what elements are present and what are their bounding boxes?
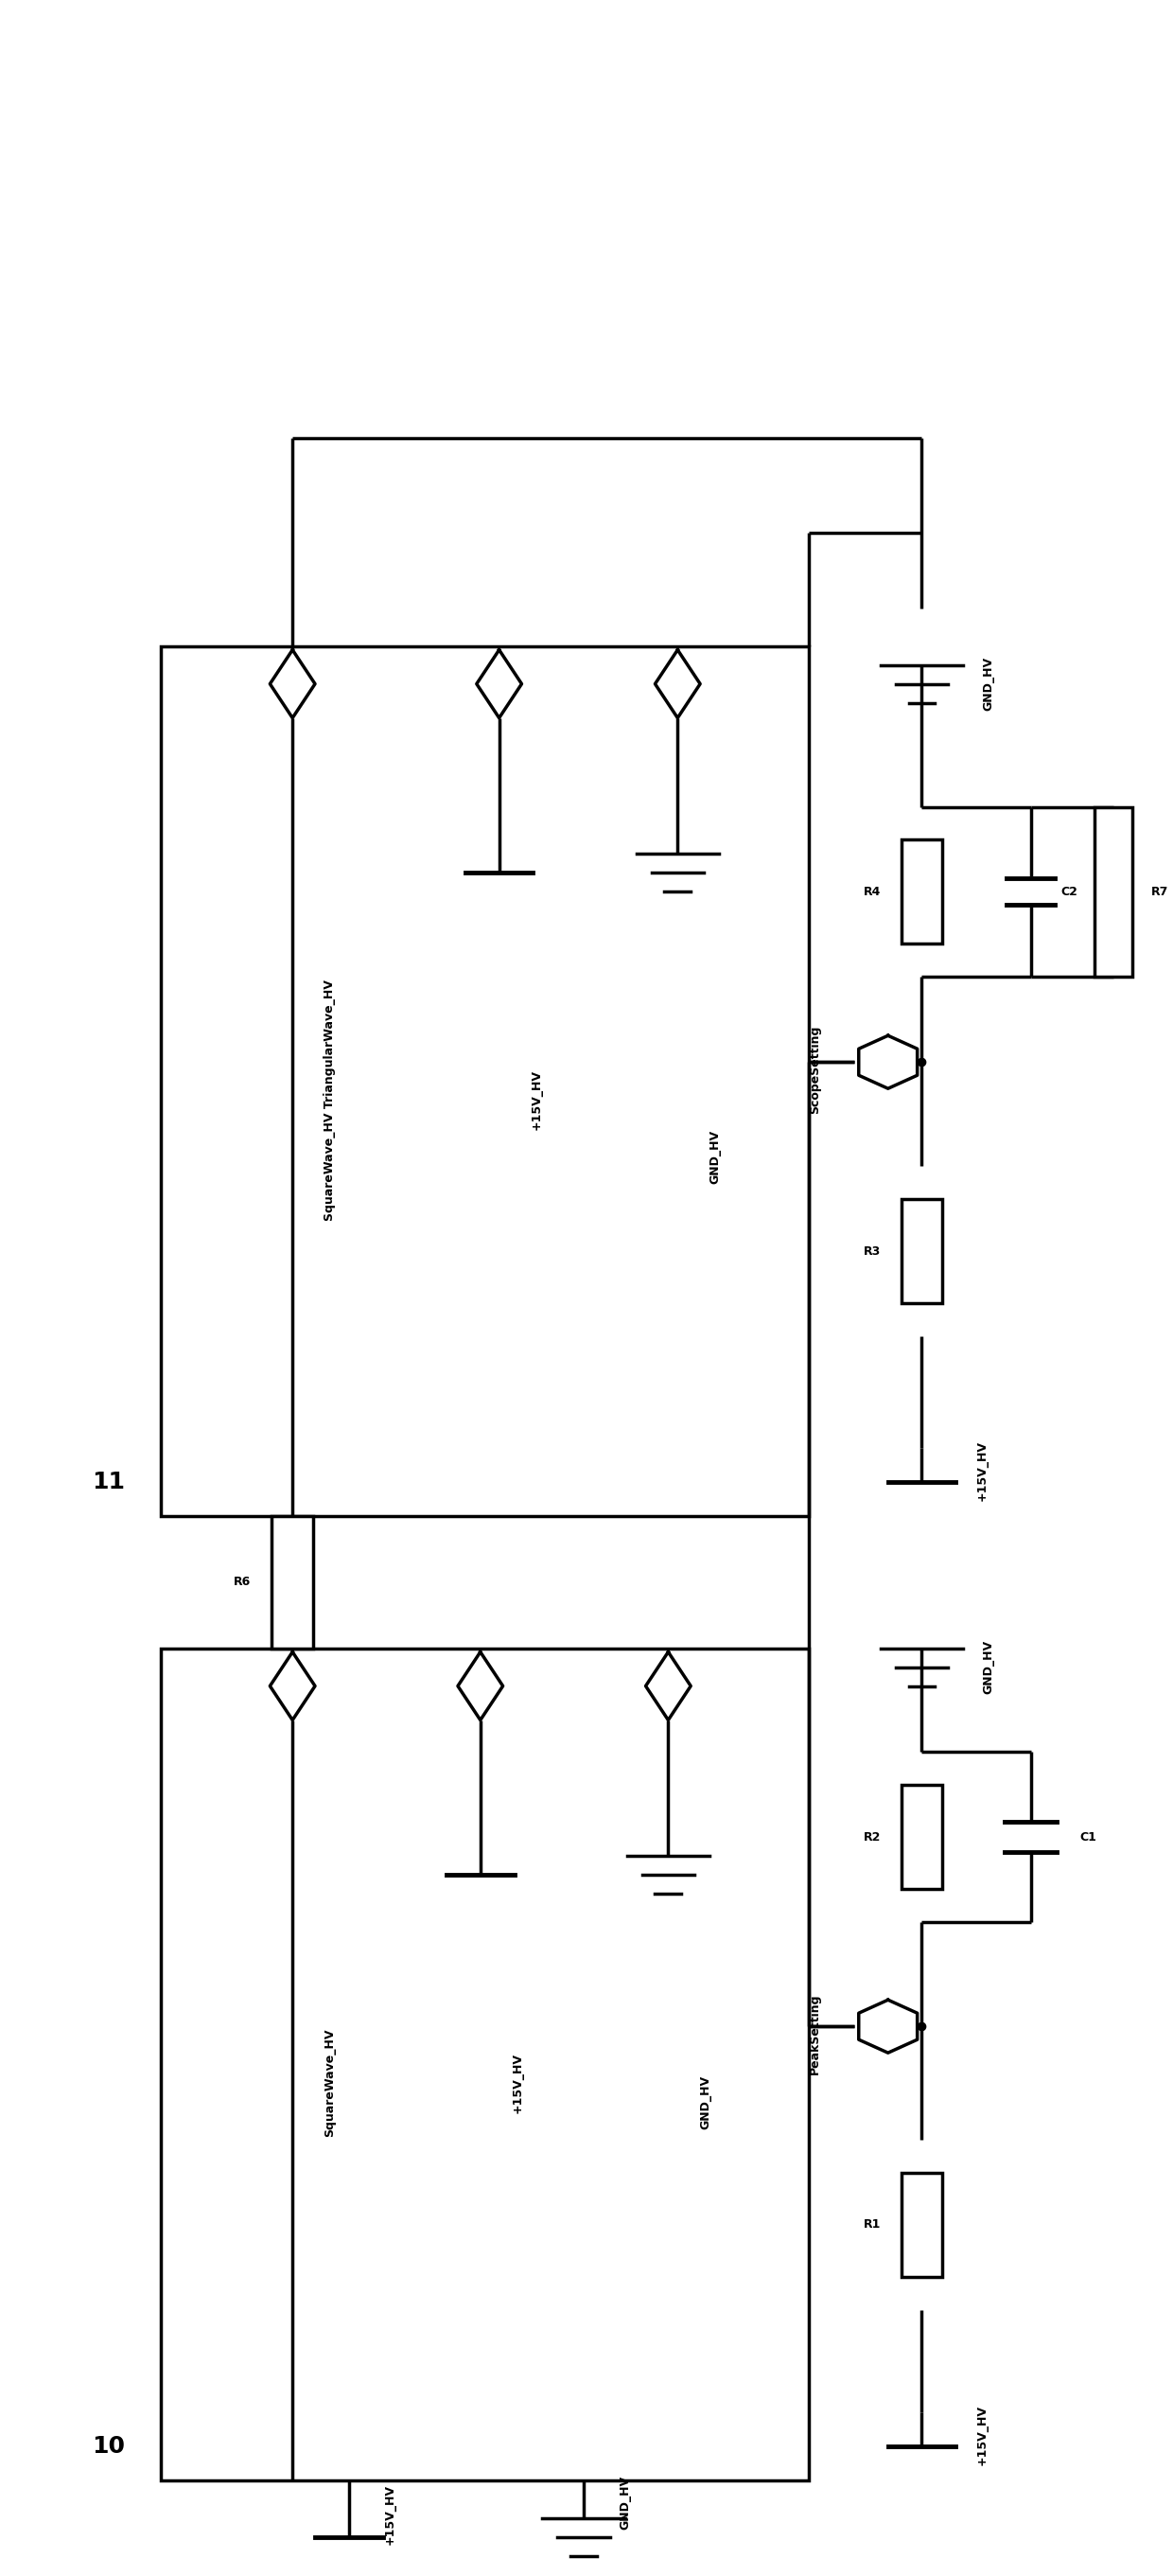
Text: R2: R2	[863, 1832, 881, 1844]
Text: SquareWave_HV TriangularWave_HV: SquareWave_HV TriangularWave_HV	[324, 979, 337, 1221]
Text: ScopeSetting: ScopeSetting	[809, 1025, 821, 1113]
Text: PeakSetting: PeakSetting	[809, 1994, 821, 2074]
Text: C2: C2	[1060, 886, 1078, 899]
Text: R1: R1	[863, 2218, 881, 2231]
Bar	[901, 840, 942, 943]
Text: GND_HV: GND_HV	[699, 2074, 712, 2128]
Bar	[901, 2174, 942, 2277]
Bar	[1094, 806, 1132, 976]
Text: SquareWave_HV: SquareWave_HV	[324, 2030, 337, 2138]
Text: +15V_HV: +15V_HV	[976, 1440, 988, 1502]
Text: R3: R3	[863, 1244, 881, 1257]
Text: C1: C1	[1079, 1832, 1097, 1844]
Text: 11: 11	[91, 1471, 126, 1494]
Text: +15V_HV: +15V_HV	[511, 2053, 524, 2112]
Bar	[161, 647, 809, 1515]
Text: GND_HV: GND_HV	[708, 1128, 721, 1182]
Text: +15V_HV: +15V_HV	[384, 2483, 396, 2545]
Bar	[272, 1515, 313, 1649]
Text: +15V_HV: +15V_HV	[530, 1069, 543, 1131]
Text: GND_HV: GND_HV	[619, 2476, 631, 2530]
Bar	[901, 1785, 942, 1888]
Bar	[901, 1200, 942, 1303]
Bar	[161, 1649, 809, 2481]
Text: 10: 10	[91, 2434, 126, 2458]
Text: +15V_HV: +15V_HV	[976, 2403, 988, 2465]
Text: R6: R6	[233, 1577, 251, 1589]
Text: GND_HV: GND_HV	[982, 1641, 995, 1695]
Text: R4: R4	[863, 886, 881, 899]
Text: GND_HV: GND_HV	[982, 657, 995, 711]
Text: R7: R7	[1151, 886, 1168, 899]
